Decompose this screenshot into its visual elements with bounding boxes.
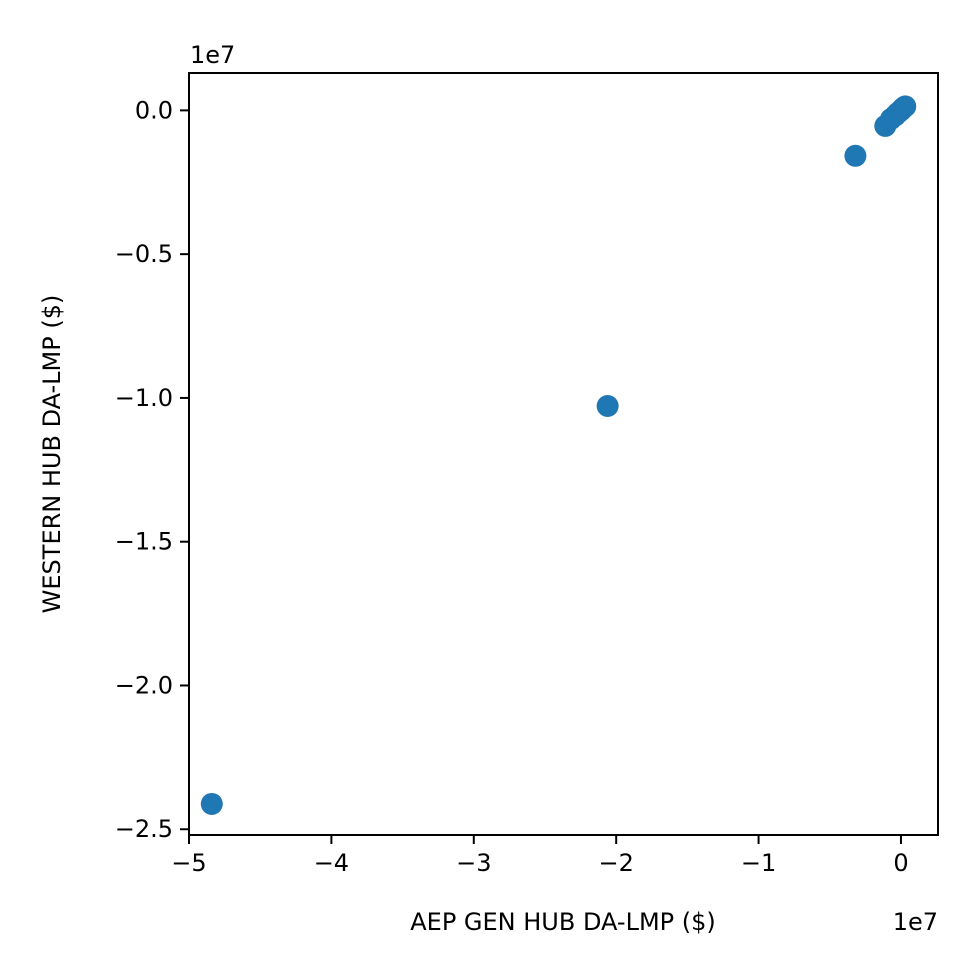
x-axis-ticks: −5 −4 −3 −2 −1 0: [171, 835, 909, 877]
y-tick-label: 0.0: [135, 96, 173, 124]
y-tick-label: −2.0: [115, 671, 173, 699]
scatter-point-1: [596, 394, 619, 417]
scatter-point-0: [200, 792, 223, 815]
points-layer: [200, 95, 917, 815]
x-tick-label: −5: [171, 849, 206, 877]
x-tick-label: −1: [741, 849, 776, 877]
x-tick-label: 0: [893, 849, 908, 877]
y-axis-ticks: 0.0 −0.5 −1.0 −1.5 −2.0 −2.5: [115, 96, 189, 843]
x-axis-label: AEP GEN HUB DA-LMP ($): [410, 908, 716, 936]
x-tick-label: −4: [314, 849, 349, 877]
y-offset-label: 1e7: [190, 41, 235, 69]
x-offset-label: 1e7: [893, 908, 938, 936]
scatter-point-10: [894, 95, 917, 118]
scatter-point-2: [844, 144, 867, 167]
plot-frame: [188, 72, 939, 836]
y-tick-label: −0.5: [115, 240, 173, 268]
y-tick-label: −1.0: [115, 384, 173, 412]
x-tick-label: −2: [598, 849, 633, 877]
y-tick-label: −1.5: [115, 528, 173, 556]
x-tick-label: −3: [456, 849, 491, 877]
y-tick-label: −2.5: [115, 815, 173, 843]
y-axis-label: WESTERN HUB DA-LMP ($): [38, 295, 66, 614]
